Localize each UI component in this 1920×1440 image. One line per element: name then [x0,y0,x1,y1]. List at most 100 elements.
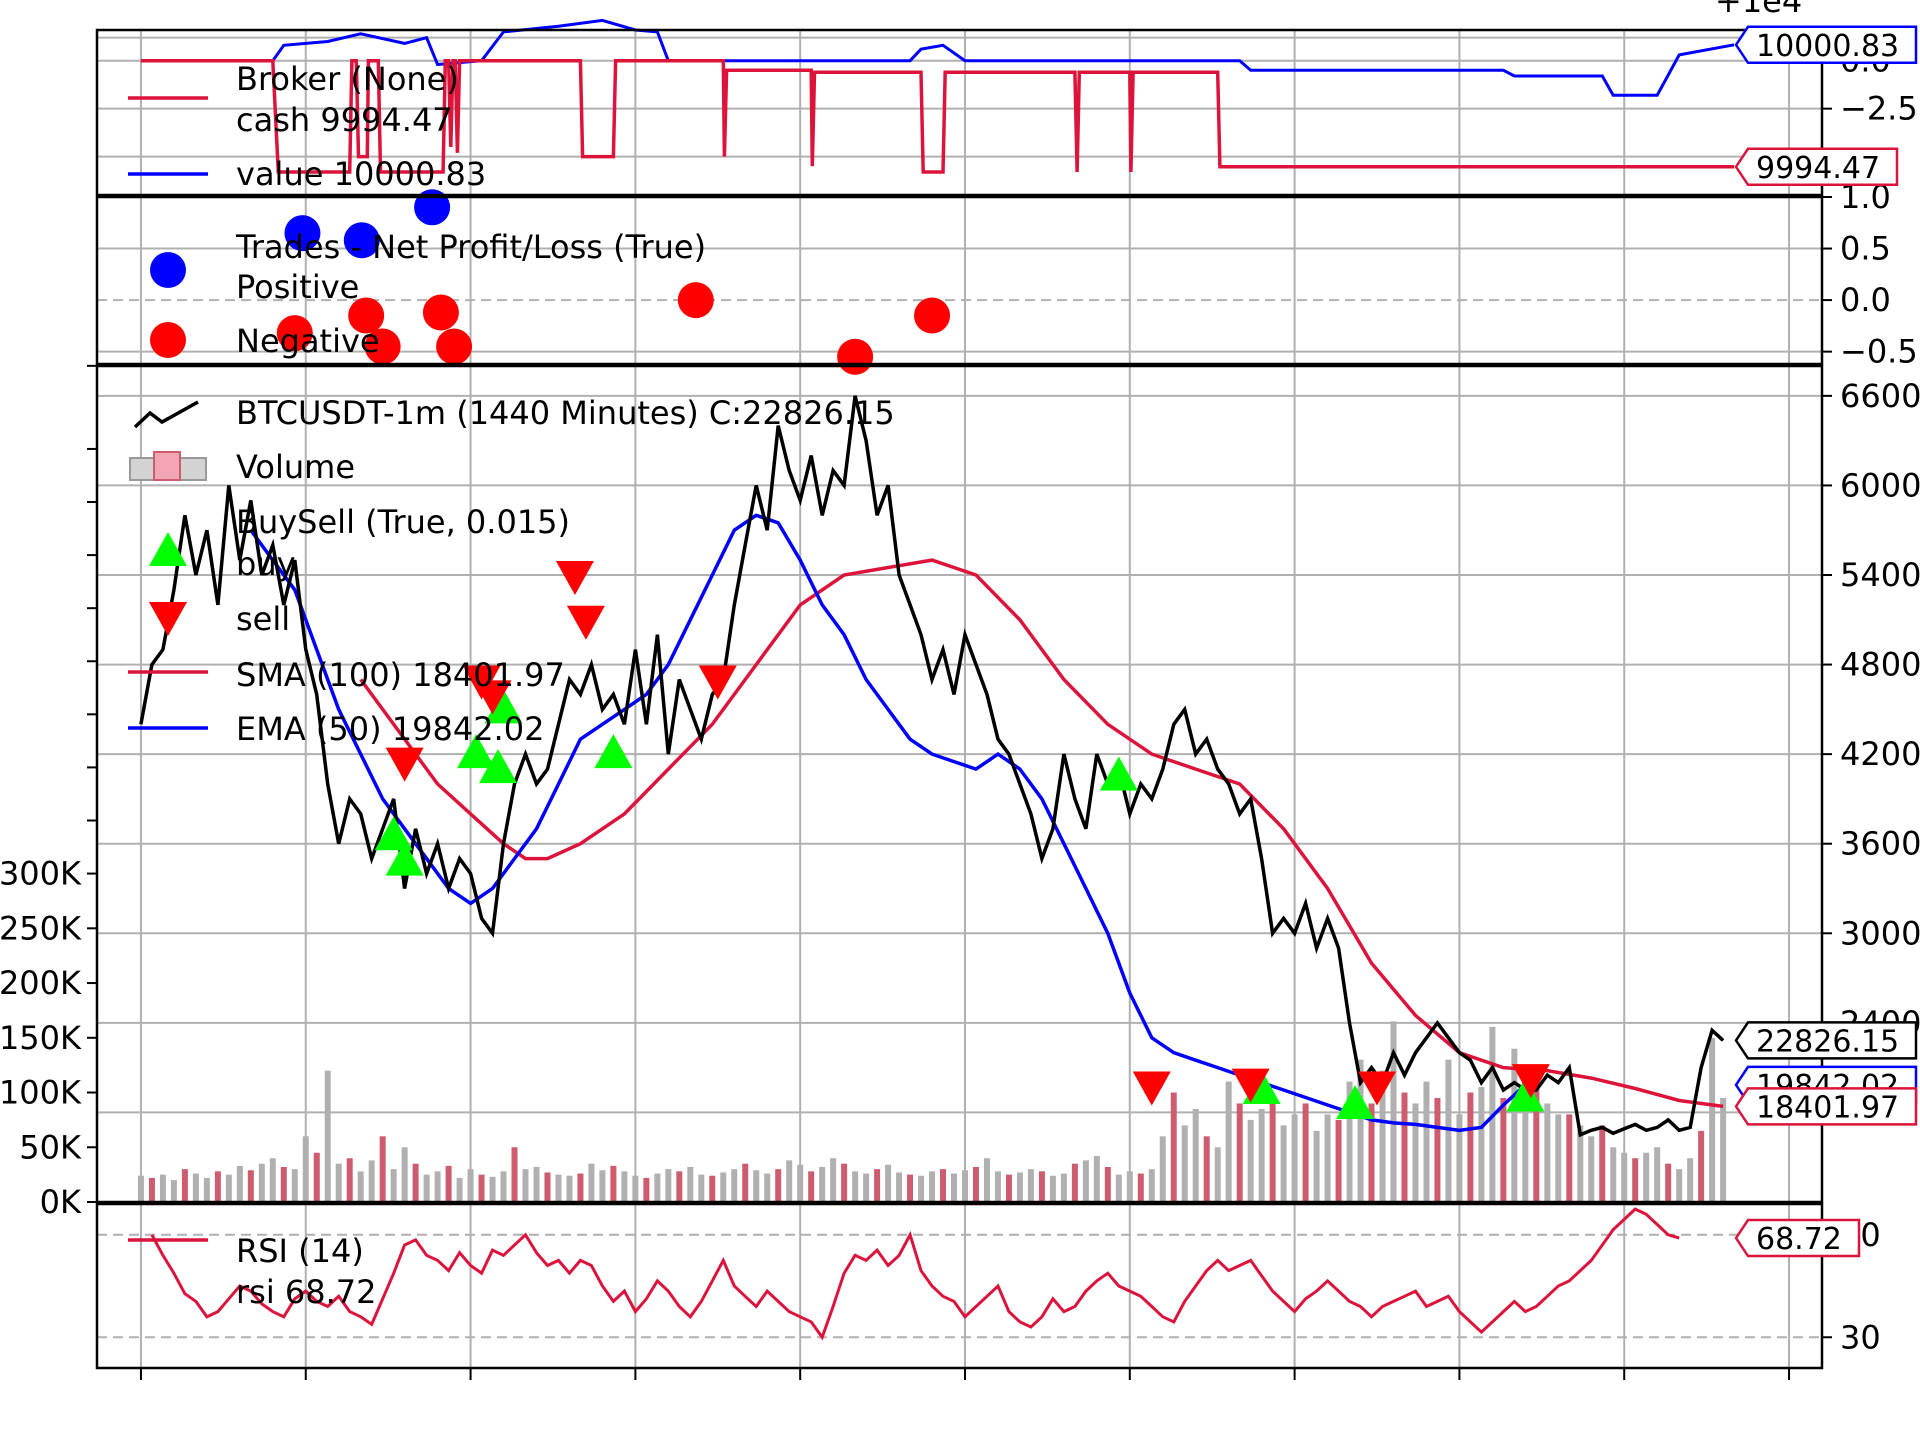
volume-bar [1071,1163,1078,1202]
volume-bar [258,1163,265,1202]
trade-negative-marker [276,315,313,352]
volume-bar [1027,1169,1034,1202]
volume-bar [324,1070,331,1202]
volume-bar [1313,1130,1320,1202]
volume-bar [1203,1136,1210,1202]
volume-bar [1698,1130,1705,1202]
volume-bar [511,1147,518,1202]
broker-cash-tag-box [1734,147,1899,187]
volume-y-tick-label: 0K [40,1183,82,1221]
trade-negative-marker [422,294,459,331]
buy-marker [479,749,518,784]
trade-positive-marker [343,222,380,259]
volume-bar [632,1175,639,1202]
volume-bar [1423,1081,1430,1202]
legend-key-negative [150,322,186,358]
broker-offset-label: +1e4 [1715,0,1802,20]
volume-bar [1522,1081,1529,1202]
volume-bar [170,1180,177,1202]
volume-bar [1588,1136,1595,1202]
sma-tag-box [1734,1087,1918,1126]
legend-key-close [133,400,199,429]
volume-bar [1115,1174,1122,1202]
volume-bar [1676,1169,1683,1202]
volume-bar [961,1170,968,1202]
volume-bar [1709,1037,1716,1202]
volume-bar [1049,1175,1056,1202]
buy-marker [1506,1077,1545,1112]
close-tag-box [1734,1021,1918,1060]
volume-y-tick-label: 250K [0,909,82,947]
volume-bar [1060,1173,1067,1202]
legend-key-positive [150,252,186,288]
buy-marker [484,689,523,724]
trade-negative-marker [677,282,714,319]
broker-y-tick-label: −2.5 [1840,90,1918,128]
trade-negative-marker [436,328,473,365]
trades-y-tick-label: 0.0 [1840,281,1891,319]
rsi-tag-box [1734,1218,1861,1258]
volume-bar [566,1175,573,1202]
volume-bar [1038,1171,1045,1202]
buy-marker [1336,1084,1375,1119]
volume-bar [983,1158,990,1202]
volume-bar [907,1174,914,1202]
broker-value-tag: 10000.83 [1756,29,1899,64]
close-tag: 22826.15 [1756,1024,1899,1059]
buy-marker [594,734,633,769]
volume-y-tick-label: 200K [0,964,82,1002]
volume-bar [1214,1147,1221,1202]
broker-cash-tag: 9994.47 [1756,151,1880,186]
trade-positive-marker [284,215,321,252]
volume-bar [203,1177,210,1202]
volume-bar [698,1174,705,1202]
sell-marker [555,561,594,595]
rsi-tag: 68.72 [1756,1222,1842,1257]
volume-bar [1610,1147,1617,1202]
volume-bar [1445,1059,1452,1202]
volume-bar [654,1173,661,1202]
volume-bar [423,1174,430,1202]
close-price-line [139,395,1725,1138]
volume-bar [1401,1092,1408,1202]
volume-bar [489,1176,496,1202]
volume-bar [148,1177,155,1202]
axes: 0.0−2.51.00.50.0−0.566000600005400048000… [0,28,1920,1380]
volume-bar [192,1173,199,1202]
volume-bar [137,1175,144,1202]
legend-key-sell [149,602,187,636]
volume-bar [1005,1174,1012,1202]
rsi-line [150,1207,1680,1341]
volume-bar [302,1136,309,1202]
volume-bar [478,1174,485,1202]
buy-marker [1099,756,1138,791]
volume-bar [1390,1021,1397,1202]
volume-bar [808,1171,815,1202]
price-legend-sma: SMA (100) 18401.97 [236,656,565,694]
panel-frame [95,364,1824,1204]
volume-y-tick-label: 100K [0,1074,82,1112]
volume-bar [1544,1103,1551,1202]
volume-bar [1324,1114,1331,1202]
broker-legend-value: value 10000.83 [236,155,486,193]
volume-bar [1599,1125,1606,1202]
price-legend-ema: EMA (50) 19842.02 [236,710,544,748]
volume-bar [720,1172,727,1202]
volume-bar [1159,1136,1166,1202]
volume-bar [709,1175,716,1202]
volume-bar [1577,1125,1584,1202]
volume-y-tick-label: 150K [0,1019,82,1057]
volume-bar [368,1160,375,1202]
volume-bar [1368,1103,1375,1202]
price-y-tick-label: 30000 [1840,914,1920,952]
volume-bar [181,1169,188,1202]
price-legend-close: BTCUSDT-1m (1440 Minutes) C:22826.15 [236,394,895,432]
volume-bar [1555,1114,1562,1202]
price-y-tick-label: 36000 [1840,825,1920,863]
volume-bar [1082,1160,1089,1202]
volume-bar [940,1169,947,1202]
sma-tag: 18401.97 [1756,1090,1899,1125]
trade-negative-marker [837,338,874,375]
buy-marker [385,841,424,876]
volume-bar [1258,1108,1265,1202]
